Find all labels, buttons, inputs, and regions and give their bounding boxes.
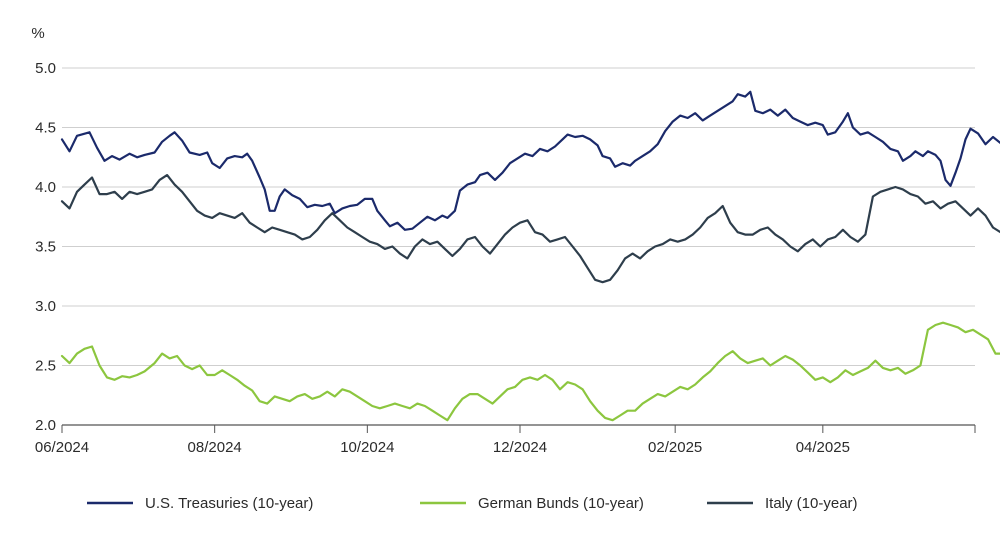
series-line-1	[60, 321, 1000, 422]
y-tick-label: 4.5	[35, 120, 56, 137]
x-axis: 06/2024 08/2024 10/2024 12/2024 02/2025 04/20…	[35, 424, 976, 456]
series-line-0	[60, 90, 1000, 231]
x-tick-label: 10/2024	[340, 439, 394, 456]
x-tick-label: 02/2025	[648, 439, 702, 456]
legend-label-2: Italy (10-year)	[765, 495, 858, 512]
legend-label-0: U.S. Treasuries (10-year)	[145, 495, 313, 512]
legend-label-1: German Bunds (10-year)	[478, 495, 644, 512]
series-line-2	[60, 174, 1000, 284]
x-tick-label: 08/2024	[188, 439, 242, 456]
gridlines	[62, 67, 975, 426]
x-tick-label: 12/2024	[493, 439, 547, 456]
y-axis-label: %	[31, 25, 44, 42]
y-tick-label: 3.0	[35, 298, 56, 315]
x-tick-label: 04/2025	[796, 439, 850, 456]
series-lines	[60, 90, 1000, 422]
y-tick-label: 2.5	[35, 358, 56, 375]
y-tick-label: 2.0	[35, 417, 56, 434]
y-tick-label: 3.5	[35, 239, 56, 256]
legend: U.S. Treasuries (10-year) German Bunds (1…	[87, 495, 858, 512]
y-tick-label: 4.0	[35, 179, 56, 196]
y-axis: 5.0 4.5 4.0 3.5 3.0 2.5 2.0	[35, 60, 56, 434]
x-tick-label: 06/2024	[35, 439, 89, 456]
y-tick-label: 5.0	[35, 60, 56, 77]
